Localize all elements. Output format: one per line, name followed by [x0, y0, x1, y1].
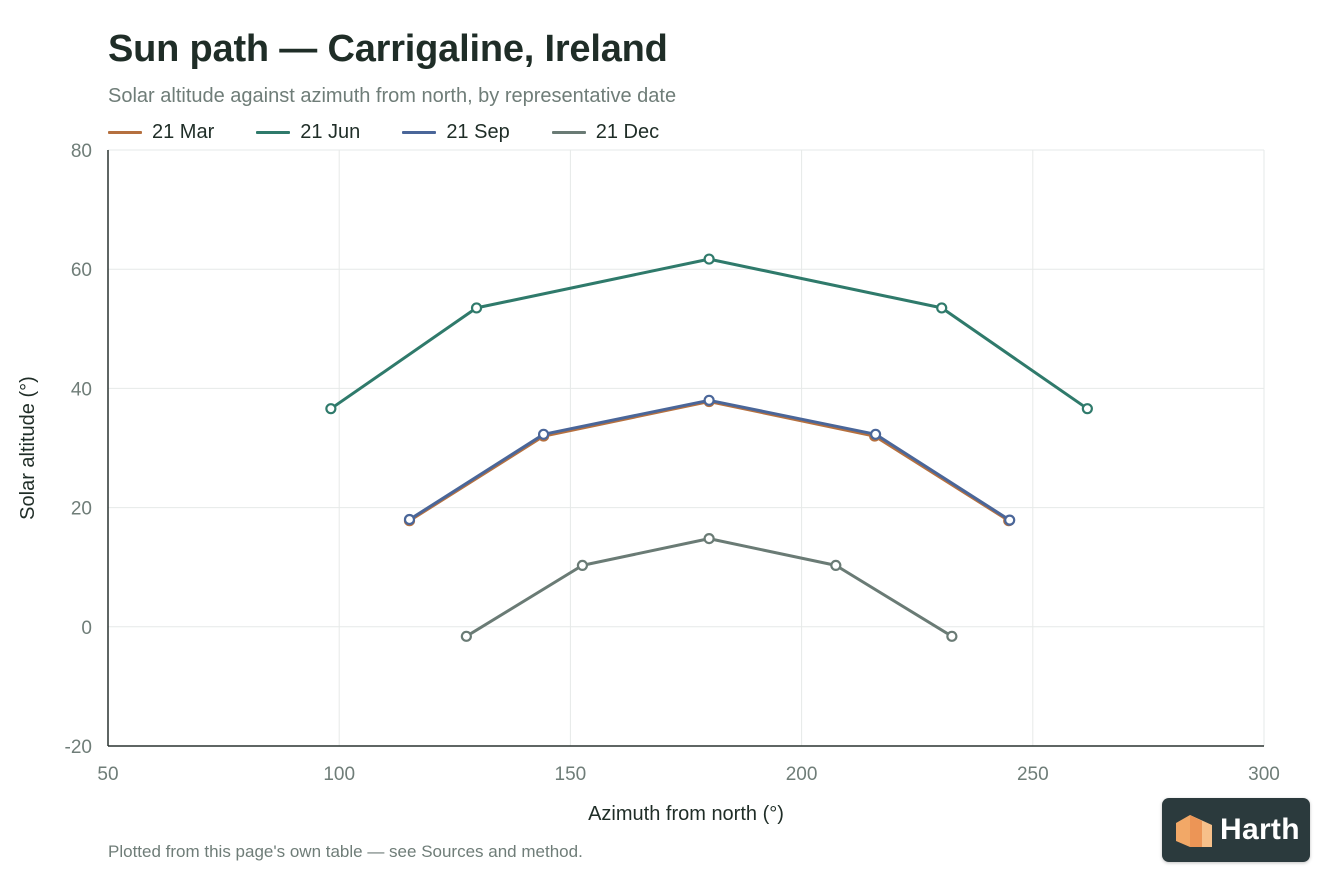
data-point-21-jun-2	[703, 253, 715, 265]
y-tick-label--20: -20	[65, 737, 92, 758]
legend-swatch-21-dec	[551, 130, 586, 134]
legend-swatch-21-jun	[256, 130, 291, 134]
y-tick-label-60: 60	[71, 260, 92, 281]
harth-house-logo-icon	[1176, 815, 1212, 847]
legend-swatch-21-sep	[402, 130, 437, 134]
x-axis-title: Azimuth from north (°)	[588, 803, 784, 825]
legend-swatch-21-mar	[108, 130, 142, 134]
legend-label-21-dec: 21 Dec	[595, 120, 660, 143]
data-point-21-sep-1	[537, 428, 550, 440]
chart-legend: 21 Mar 21 Jun 21 Sep 21 Dec	[108, 119, 701, 145]
data-point-21-jun-0	[325, 403, 337, 415]
x-tick-label-150: 150	[555, 764, 587, 785]
x-tick-label-100: 100	[323, 764, 355, 785]
harth-badge[interactable]: Harth	[1162, 798, 1310, 862]
data-point-21-sep-0	[403, 513, 416, 526]
x-tick-label-50: 50	[97, 764, 118, 785]
y-tick-label-0: 0	[81, 618, 92, 639]
legend-label-21-sep: 21 Sep	[446, 120, 510, 143]
series-line-21-dec	[464, 537, 954, 638]
series-line-21-jun	[329, 257, 1089, 411]
data-point-21-dec-0	[460, 630, 472, 642]
data-point-21-jun-3	[936, 302, 948, 314]
data-point-21-dec-3	[830, 559, 842, 572]
legend-label-21-jun: 21 Jun	[300, 120, 361, 143]
legend-item-21-dec[interactable]: 21 Dec	[551, 120, 660, 144]
legend-item-21-jun[interactable]: 21 Jun	[256, 121, 360, 144]
legend-item-21-mar[interactable]: 21 Mar	[108, 121, 214, 144]
data-point-21-jun-4	[1081, 403, 1093, 415]
x-tick-label-300: 300	[1248, 764, 1280, 785]
data-point-21-sep-3	[869, 428, 882, 440]
y-tick-label-20: 20	[71, 499, 92, 520]
chart-subtitle: Solar altitude against azimuth from nort…	[108, 85, 677, 107]
y-axis-title: Solar altitude (°)	[17, 376, 39, 520]
data-point-21-sep-4	[1004, 514, 1016, 526]
chart-title: Sun path — Carrigaline, Ireland	[108, 28, 668, 70]
x-tick-label-200: 200	[786, 764, 818, 785]
legend-label-21-mar: 21 Mar	[152, 120, 215, 143]
data-point-21-sep-2	[703, 394, 715, 406]
footnote: Plotted from this page's own table — see…	[108, 842, 583, 861]
y-tick-label-80: 80	[71, 141, 92, 162]
y-tick-label-40: 40	[71, 379, 92, 400]
data-point-21-dec-1	[576, 559, 589, 572]
data-point-21-dec-4	[946, 630, 958, 642]
legend-item-21-sep[interactable]: 21 Sep	[402, 120, 510, 144]
data-point-21-dec-2	[703, 532, 715, 545]
x-tick-label-250: 250	[1017, 764, 1049, 785]
data-point-21-jun-1	[470, 302, 483, 314]
harth-brand-name: Harth	[1220, 813, 1300, 846]
series-line-21-sep	[408, 398, 1012, 522]
